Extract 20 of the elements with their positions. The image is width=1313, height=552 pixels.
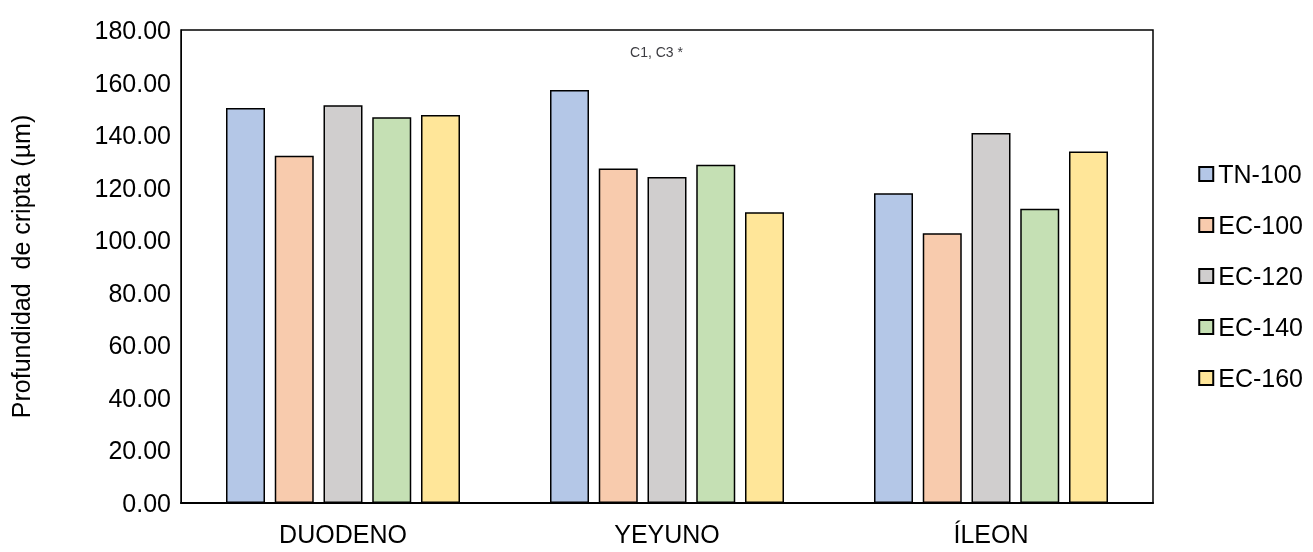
y-tick-label: 100.00 (94, 226, 171, 255)
y-tick-label: 180.00 (94, 16, 171, 44)
legend-label: EC-160 (1218, 364, 1303, 392)
legend-label: EC-120 (1218, 262, 1303, 290)
y-axis-title: Profundidad de cripta (µm) (6, 114, 35, 419)
y-tick-label: 140.00 (94, 121, 171, 150)
y-tick-label: 120.00 (94, 173, 171, 202)
y-tick-label: 60.00 (108, 331, 171, 360)
annotation: C1, C3 * (630, 44, 684, 60)
legend-label: EC-100 (1218, 211, 1303, 239)
legend-label: EC-140 (1218, 313, 1303, 341)
x-tick-label: YEYUNO (614, 519, 720, 548)
y-tick-label: 80.00 (108, 278, 171, 307)
y-tick-label: 20.00 (108, 436, 171, 465)
y-tick-label: 40.00 (108, 383, 171, 412)
y-tick-label: 160.00 (94, 68, 171, 97)
x-tick-label: ÍLEON (953, 519, 1029, 548)
legend-label: TN-100 (1218, 160, 1302, 188)
x-tick-label: DUODENO (279, 519, 407, 548)
y-tick-label: 0.00 (122, 489, 171, 517)
